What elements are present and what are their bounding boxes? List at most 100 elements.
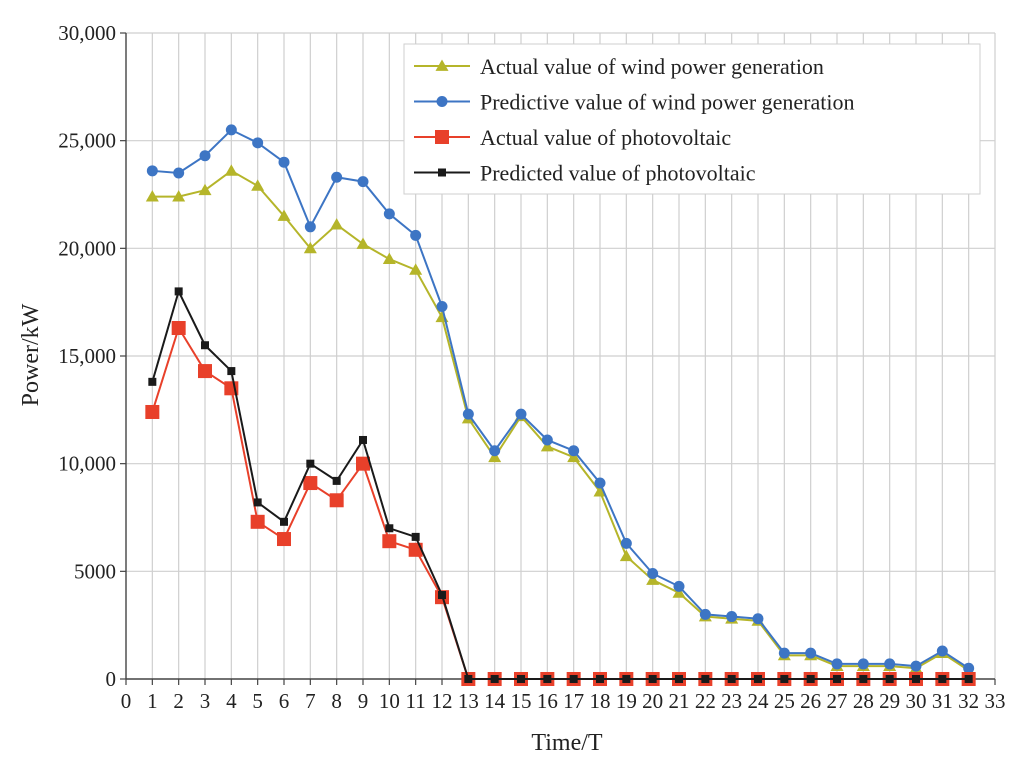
data-point <box>409 263 423 275</box>
data-point <box>515 408 527 420</box>
data-point <box>596 675 604 683</box>
data-point <box>936 645 948 657</box>
data-point <box>778 647 790 659</box>
x-tick-label: 32 <box>958 689 979 713</box>
data-point <box>201 341 209 350</box>
data-point <box>251 179 265 191</box>
data-point <box>673 580 685 592</box>
x-tick-label: 28 <box>853 689 874 713</box>
x-tick-label: 5 <box>252 689 263 713</box>
data-point <box>277 532 291 547</box>
data-point <box>672 586 686 598</box>
data-point <box>726 611 738 623</box>
data-point <box>727 675 736 683</box>
data-point <box>410 229 422 241</box>
x-axis-title: Time/T <box>531 730 602 756</box>
data-point <box>438 591 446 600</box>
y-tick-label: 30,000 <box>58 21 116 45</box>
y-tick-label: 20,000 <box>58 236 116 260</box>
x-tick-label: 16 <box>537 689 558 713</box>
data-point <box>964 675 973 683</box>
data-point <box>831 658 843 670</box>
x-tick-label: 19 <box>616 689 637 713</box>
x-tick-label: 4 <box>226 689 237 713</box>
data-point <box>198 183 212 196</box>
data-point <box>857 658 869 670</box>
x-tick-label: 7 <box>305 689 316 713</box>
x-tick-label: 26 <box>800 689 821 713</box>
x-tick-label: 24 <box>748 689 770 713</box>
x-tick-label: 1 <box>147 689 158 713</box>
x-tick-label: 30 <box>906 689 927 713</box>
x-tick-label: 23 <box>721 689 742 713</box>
data-point <box>780 675 789 683</box>
x-tick-label: 21 <box>669 689 690 713</box>
data-point <box>173 167 185 179</box>
data-point <box>357 176 369 188</box>
data-point <box>174 287 183 296</box>
data-point <box>356 456 370 471</box>
data-point <box>280 517 288 526</box>
x-tick-label: 2 <box>173 689 184 713</box>
data-point <box>224 164 238 176</box>
data-point <box>330 218 344 230</box>
data-point <box>833 675 841 683</box>
data-point <box>383 208 395 220</box>
series-2 <box>146 124 975 674</box>
x-tick-label: 9 <box>358 689 369 713</box>
x-tick-label: 27 <box>827 689 848 713</box>
x-tick-label: 29 <box>879 689 900 713</box>
y-tick-label: 25,000 <box>58 129 116 153</box>
data-point <box>278 156 290 168</box>
data-point <box>172 190 186 202</box>
data-point <box>910 660 922 672</box>
x-tick-label: 6 <box>279 689 290 713</box>
legend-marker <box>435 130 449 144</box>
data-point <box>225 124 237 136</box>
data-point <box>356 237 370 249</box>
data-point <box>963 662 975 674</box>
data-point <box>540 439 554 452</box>
data-point <box>752 613 764 625</box>
data-point <box>145 404 160 419</box>
x-tick-label: 18 <box>590 689 611 713</box>
x-tick-label: 20 <box>642 689 663 713</box>
x-tick-label: 33 <box>985 689 1006 713</box>
data-point <box>567 450 581 463</box>
data-point <box>699 608 711 620</box>
data-point <box>227 367 236 376</box>
data-point <box>912 675 920 683</box>
y-tick-label: 15,000 <box>58 344 116 368</box>
legend-item-1: Actual value of wind power generation <box>414 54 824 79</box>
data-point <box>884 658 896 670</box>
data-point <box>622 675 631 683</box>
data-point <box>594 477 606 489</box>
data-point <box>675 675 683 683</box>
data-point <box>303 476 318 491</box>
data-point <box>359 435 367 444</box>
data-point <box>490 675 499 683</box>
data-point <box>385 524 394 533</box>
y-tick-label: 0 <box>106 667 117 691</box>
legend-label: Predicted value of photovoltaic <box>480 161 756 186</box>
x-tick-label: 12 <box>432 689 453 713</box>
data-point <box>382 534 397 549</box>
x-tick-label: 17 <box>563 689 584 713</box>
data-point <box>701 675 710 683</box>
x-tick-label: 3 <box>200 689 211 713</box>
x-tick-label: 31 <box>932 689 953 713</box>
legend-item-4: Predicted value of photovoltaic <box>414 161 756 186</box>
data-point <box>806 675 815 683</box>
data-point <box>489 445 501 457</box>
data-point <box>145 190 159 202</box>
data-point <box>331 171 343 183</box>
data-point <box>171 321 186 336</box>
data-point <box>754 675 762 683</box>
data-point <box>146 165 158 177</box>
series-4 <box>148 287 973 683</box>
legend-marker <box>435 59 449 71</box>
data-point <box>805 647 817 659</box>
series-layer <box>145 124 976 686</box>
y-axis-title: Power/kW <box>18 303 44 406</box>
